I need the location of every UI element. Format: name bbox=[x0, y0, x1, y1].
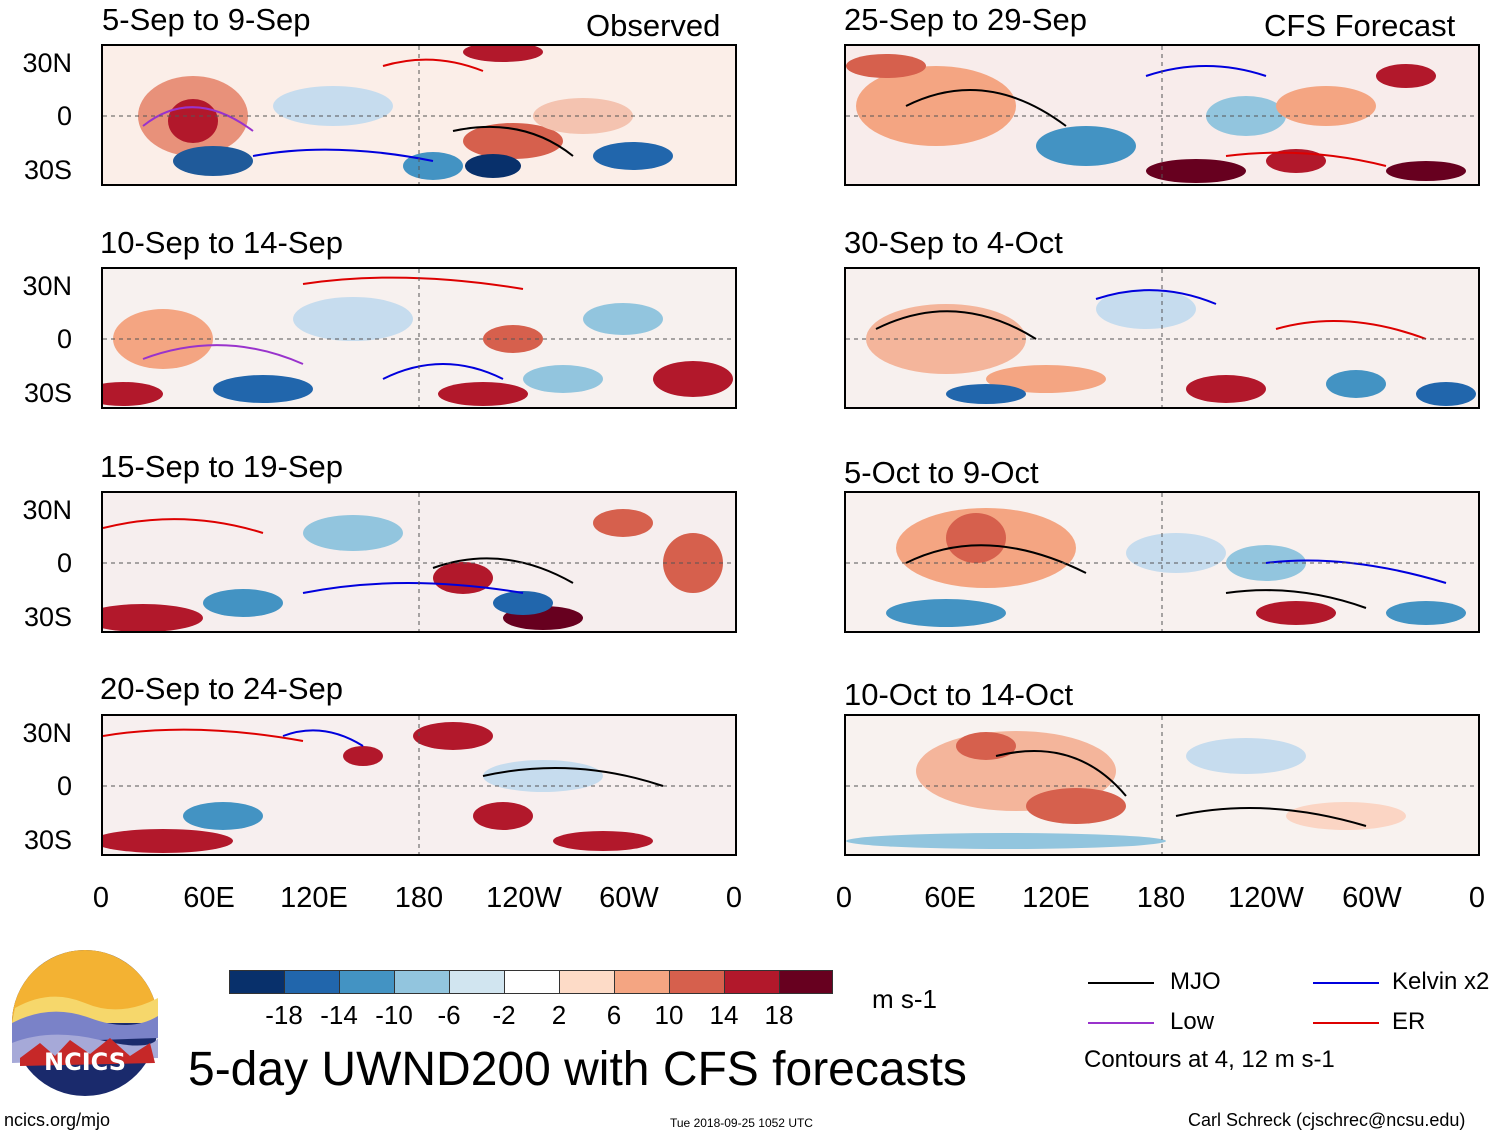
timestamp: Tue 2018-09-25 1052 UTC bbox=[670, 1116, 813, 1130]
colorbar-bin bbox=[504, 970, 560, 994]
colorbar-label: 18 bbox=[764, 1000, 794, 1030]
panel-title-obs-3: 15-Sep to 19-Sep bbox=[100, 449, 344, 484]
map-panel-obs-1 bbox=[101, 44, 737, 186]
colorbar-bin bbox=[669, 970, 725, 994]
legend-note: Contours at 4, 12 m s-1 bbox=[1084, 1046, 1335, 1073]
xtick-120e: 120E bbox=[1022, 882, 1090, 914]
ytick-0: 0 bbox=[56, 548, 72, 578]
colorbar-label: 2 bbox=[551, 1000, 567, 1030]
colorbar-label: -10 bbox=[375, 1000, 413, 1030]
ytick-30n: 30N bbox=[22, 495, 72, 525]
panel-title-fc-2: 30-Sep to 4-Oct bbox=[844, 225, 1063, 260]
legend-line-mjo bbox=[1088, 982, 1154, 984]
xtick-120w: 120W bbox=[486, 882, 562, 914]
xtick-0: 0 bbox=[835, 882, 853, 914]
colorbar-bin bbox=[284, 970, 340, 994]
ytick-30s: 30S bbox=[23, 155, 72, 185]
colorbar-bin bbox=[724, 970, 780, 994]
colorbar bbox=[229, 970, 833, 994]
colorbar-label: -6 bbox=[437, 1000, 461, 1030]
legend-line-kelvin bbox=[1313, 982, 1379, 984]
colorbar-label: 10 bbox=[654, 1000, 684, 1030]
ytick-30n: 30N bbox=[22, 48, 72, 78]
colorbar-bin bbox=[339, 970, 395, 994]
xtick-0: 0 bbox=[92, 882, 110, 914]
xtick-60w: 60W bbox=[1342, 882, 1402, 914]
map-panel-fc-2 bbox=[844, 267, 1480, 409]
forecast-header: CFS Forecast bbox=[1264, 8, 1456, 43]
ytick-30n: 30N bbox=[22, 718, 72, 748]
ytick-30n: 30N bbox=[22, 271, 72, 301]
colorbar-unit: m s-1 bbox=[872, 984, 937, 1014]
panel-title-obs-4: 20-Sep to 24-Sep bbox=[100, 671, 344, 706]
xtick-180: 180 bbox=[1136, 882, 1186, 914]
panel-title-obs-2: 10-Sep to 14-Sep bbox=[100, 225, 344, 260]
ytick-0: 0 bbox=[56, 771, 72, 801]
legend-label-mjo: MJO bbox=[1170, 968, 1221, 995]
colorbar-bin bbox=[559, 970, 615, 994]
figure-title: 5-day UWND200 with CFS forecasts bbox=[188, 1043, 967, 1096]
map-panel-obs-2 bbox=[101, 267, 737, 409]
xtick-0: 0 bbox=[725, 882, 743, 914]
ytick-0: 0 bbox=[56, 101, 72, 131]
map-panel-fc-4 bbox=[844, 714, 1480, 856]
observed-header: Observed bbox=[586, 8, 721, 43]
xtick-60e: 60E bbox=[183, 882, 235, 914]
ytick-30s: 30S bbox=[23, 378, 72, 408]
ncics-logo: NCICS bbox=[10, 948, 160, 1098]
map-panel-fc-1 bbox=[844, 44, 1480, 186]
colorbar-bin bbox=[779, 970, 833, 994]
colorbar-label: -14 bbox=[320, 1000, 358, 1030]
colorbar-label: 6 bbox=[606, 1000, 622, 1030]
panel-title-obs-1: 5-Sep to 9-Sep bbox=[102, 2, 311, 37]
xtick-60w: 60W bbox=[599, 882, 659, 914]
ytick-30s: 30S bbox=[23, 602, 72, 632]
map-panel-fc-3 bbox=[844, 491, 1480, 633]
ytick-0: 0 bbox=[56, 324, 72, 354]
legend-label-er: ER bbox=[1392, 1008, 1426, 1035]
credit-url: ncics.org/mjo bbox=[4, 1110, 111, 1130]
panel-title-fc-3: 5-Oct to 9-Oct bbox=[844, 455, 1039, 490]
ytick-30s: 30S bbox=[23, 825, 72, 855]
colorbar-bin bbox=[394, 970, 450, 994]
author-credit: Carl Schreck (cjschrec@ncsu.edu) bbox=[1188, 1110, 1466, 1130]
panel-title-fc-4: 10-Oct to 14-Oct bbox=[844, 677, 1074, 712]
colorbar-bin bbox=[614, 970, 670, 994]
panel-title-fc-1: 25-Sep to 29-Sep bbox=[844, 2, 1088, 37]
xtick-180: 180 bbox=[394, 882, 444, 914]
map-panel-obs-4 bbox=[101, 714, 737, 856]
xtick-120w: 120W bbox=[1228, 882, 1304, 914]
colorbar-bin bbox=[229, 970, 285, 994]
legend-label-kelvin: Kelvin x2 bbox=[1392, 968, 1490, 995]
legend-label-low: Low bbox=[1170, 1008, 1215, 1035]
legend-line-low bbox=[1088, 1022, 1154, 1024]
xtick-120e: 120E bbox=[280, 882, 348, 914]
map-panel-obs-3 bbox=[101, 491, 737, 633]
xtick-0: 0 bbox=[1468, 882, 1486, 914]
colorbar-label: 14 bbox=[709, 1000, 739, 1030]
colorbar-label: -2 bbox=[492, 1000, 516, 1030]
legend-line-er bbox=[1313, 1022, 1379, 1024]
logo-text: NCICS bbox=[44, 1048, 126, 1076]
colorbar-bin bbox=[449, 970, 505, 994]
xtick-60e: 60E bbox=[924, 882, 976, 914]
colorbar-label: -18 bbox=[265, 1000, 303, 1030]
